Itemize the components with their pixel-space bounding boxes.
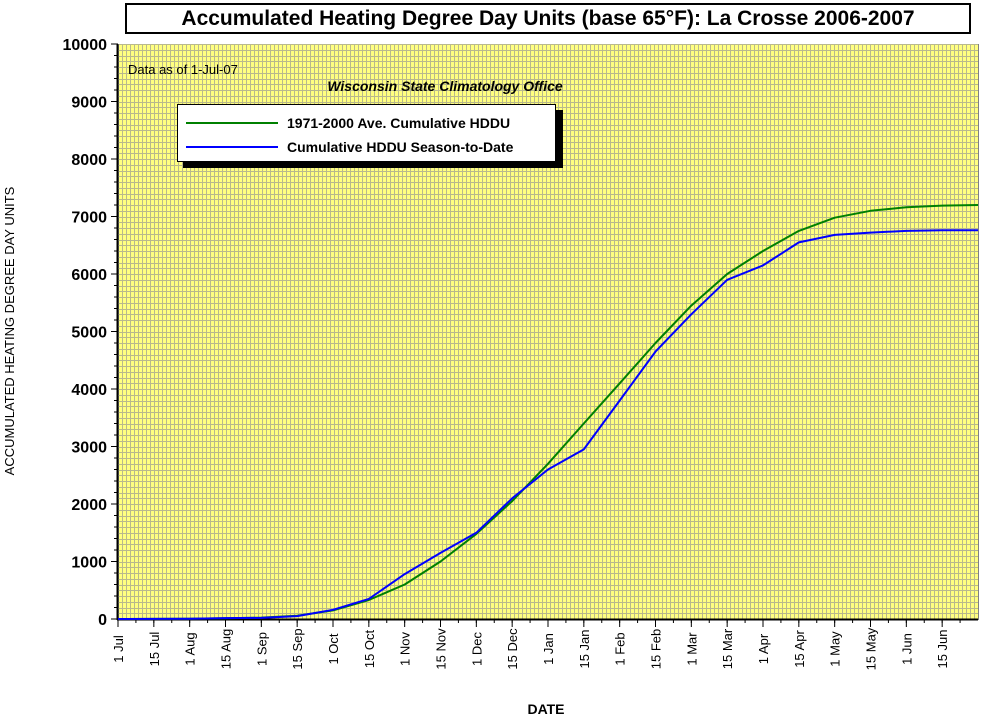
legend-label: Cumulative HDDU Season-to-Date	[287, 139, 514, 155]
y-tick-label: 6000	[71, 267, 107, 284]
y-tick-label: 0	[98, 612, 107, 629]
x-tick-label: 15 Apr	[792, 630, 807, 668]
y-axis-title: ACCUMULATED HEATING DEGREE DAY UNITS	[2, 186, 17, 475]
chart-title-box: Accumulated Heating Degree Day Units (ba…	[125, 3, 971, 34]
y-tick-label: 4000	[71, 382, 107, 399]
legend-label: 1971-2000 Ave. Cumulative HDDU	[287, 115, 510, 131]
y-tick-label: 5000	[71, 325, 107, 342]
x-axis-title: DATE	[527, 701, 564, 717]
x-tick-label: 15 Sep	[290, 628, 305, 669]
x-tick-label: 1 May	[828, 631, 843, 667]
chart-title: Accumulated Heating Degree Day Units (ba…	[181, 6, 915, 30]
y-tick-label: 7000	[71, 210, 107, 227]
y-tick-label: 9000	[71, 95, 107, 112]
x-tick-label: 15 Oct	[362, 629, 377, 668]
x-tick-label: 15 Mar	[720, 628, 735, 669]
x-tick-label: 1 Jan	[541, 633, 556, 665]
x-tick-label: 15 Aug	[219, 629, 234, 670]
x-tick-label: 15 Dec	[505, 628, 520, 670]
x-tick-label: 15 Feb	[649, 629, 664, 669]
x-tick-label: 15 Jul	[147, 632, 162, 667]
chart-subtitle: Wisconsin State Climatology Office	[327, 78, 563, 94]
x-tick-label: 1 Feb	[613, 632, 628, 665]
x-tick-label: 1 Oct	[326, 633, 341, 664]
x-tick-label: 1 Aug	[183, 632, 198, 665]
x-tick-label: 1 Mar	[684, 632, 699, 666]
x-tick-label: 1 Dec	[469, 632, 484, 666]
y-tick-label: 8000	[71, 152, 107, 169]
series-line	[117, 229, 978, 620]
x-tick-label: 1 Jul	[111, 635, 126, 663]
y-tick-label: 1000	[71, 555, 107, 572]
data-date-note: Data as of 1-Jul-07	[128, 62, 238, 77]
x-tick-label: 15 May	[864, 627, 879, 670]
y-tick-label: 2000	[71, 497, 107, 514]
legend-box	[177, 104, 556, 162]
y-tick-label: 10000	[63, 37, 108, 54]
y-tick-label: 3000	[71, 440, 107, 457]
x-tick-label: 1 Sep	[254, 632, 269, 666]
x-tick-label: 1 Jun	[899, 633, 914, 665]
x-tick-label: 1 Nov	[398, 632, 413, 666]
x-tick-label: 1 Apr	[756, 633, 771, 664]
x-tick-label: 15 Jan	[577, 629, 592, 668]
x-tick-label: 15 Jun	[935, 629, 950, 668]
x-tick-label: 15 Nov	[434, 628, 449, 670]
